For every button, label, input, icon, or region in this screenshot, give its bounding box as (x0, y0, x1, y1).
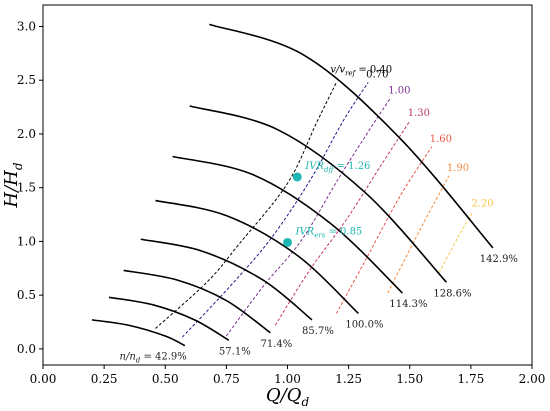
x-tick-label: 0.50 (152, 372, 179, 386)
speed-curve (123, 269, 271, 334)
velocity-ratio-line (274, 120, 411, 326)
x-tick-label: 0.00 (30, 372, 57, 386)
velocity-ratio-label: 0.70 (366, 69, 388, 80)
x-axis-label: Q/Qd (266, 385, 310, 409)
y-tick-label: 1.5 (17, 181, 36, 195)
x-tick-label: 0.25 (91, 372, 118, 386)
y-tick-label: 2.5 (17, 73, 36, 87)
y-axis-label: H/Hd (1, 162, 25, 208)
velocity-ratio-line (438, 211, 474, 273)
speed-curve (91, 319, 186, 347)
operating-point-label: IVRdff = 1.26 (304, 161, 370, 174)
x-tick-label: 1.25 (335, 372, 362, 386)
axis-ticks: 0.00 0.25 0.50 0.75 1.00 1.25 1.50 1.75 2.00 0.0 0… (17, 19, 545, 386)
y-tick-label: 2.0 (17, 127, 36, 141)
speed-label: 85.7% (302, 326, 334, 337)
y-tick-label: 1.0 (17, 234, 36, 248)
x-tick-label: 0.75 (213, 372, 240, 386)
speed-curve (155, 199, 359, 314)
speed-label: 100.0% (345, 319, 383, 330)
velocity-ratio-line (182, 82, 369, 338)
y-tick-label: 3.0 (17, 19, 36, 33)
velocity-ratio-label: 1.00 (388, 85, 410, 96)
velocity-ratio-line (387, 175, 450, 294)
velocity-ratio-label: 1.30 (408, 108, 430, 119)
velocity-ratio-label: 2.20 (471, 198, 493, 209)
velocity-ratio-label: 1.60 (430, 134, 452, 145)
velocity-ratio-line (335, 146, 433, 314)
speed-label: 142.9% (480, 254, 518, 265)
x-tick-label: 1.50 (396, 372, 423, 386)
y-tick-label: 0.0 (17, 342, 36, 356)
velocity-ratio-label: 1.90 (447, 163, 469, 174)
speed-label: n/nd = 42.9% (120, 352, 187, 365)
operating-point-label: IVRers = 0.85 (295, 226, 363, 239)
plot-lines: n/nd = 42.9% 57.1% 71.4% 85.7% 100.0% 114.3% 1… (91, 23, 518, 365)
speed-label: 71.4% (260, 339, 292, 350)
speed-label: 57.1% (219, 346, 251, 357)
speed-curve (189, 105, 448, 283)
x-tick-label: 1.00 (274, 372, 301, 386)
speed-curve (108, 296, 230, 341)
y-tick-label: 0.5 (17, 288, 36, 302)
speed-label: 128.6% (433, 288, 471, 299)
speed-curve (140, 238, 313, 321)
velocity-ratio-label: v/vref = 0.40 (330, 64, 392, 77)
operating-point (283, 237, 292, 247)
speed-label: 114.3% (389, 299, 427, 310)
x-tick-label: 1.75 (458, 372, 485, 386)
speed-curve (209, 23, 494, 249)
operating-point (292, 172, 302, 182)
speed-curve (172, 155, 403, 294)
x-tick-label: 2.00 (519, 372, 546, 386)
velocity-ratio-line (225, 98, 391, 337)
